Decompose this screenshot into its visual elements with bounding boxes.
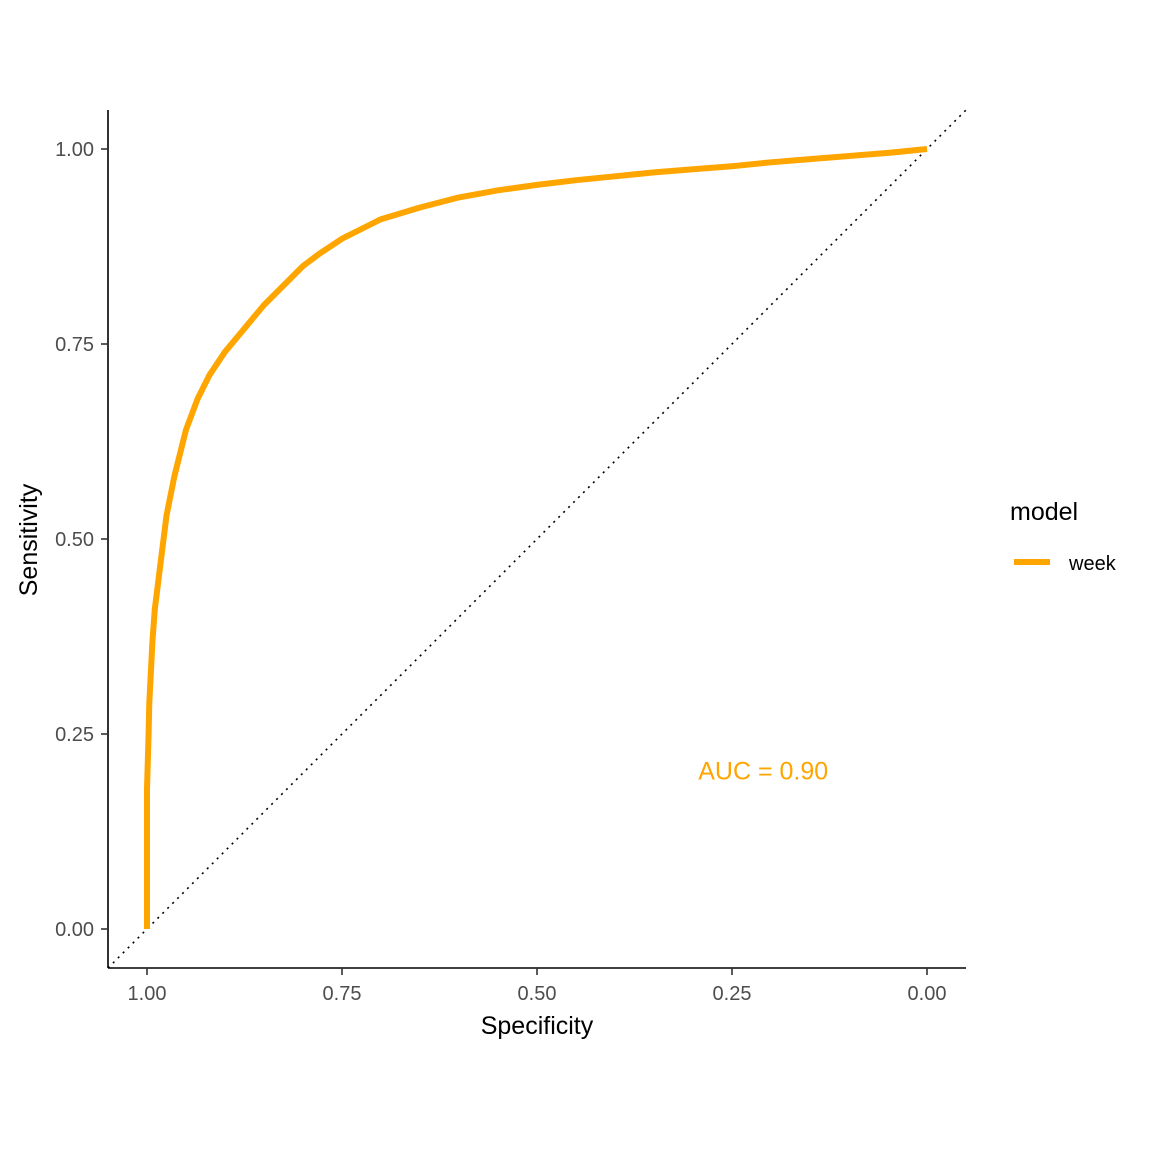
x-tick-label: 0.00	[908, 983, 947, 1005]
x-tick-label: 0.75	[323, 983, 362, 1005]
y-axis-title: Sensitivity	[15, 483, 43, 596]
y-tick-label: 0.50	[55, 529, 94, 551]
x-axis-title: Specificity	[481, 1012, 594, 1040]
reference-diagonal-line	[107, 109, 967, 969]
y-tick-label: 0.25	[55, 724, 94, 746]
legend: model week	[1010, 498, 1117, 575]
plot-area: AUC = 0.90	[107, 109, 967, 969]
x-tick-label: 1.00	[128, 983, 167, 1005]
y-axis-ticks: 0.00 0.25 0.50 0.75 1.00	[55, 139, 108, 941]
y-tick-label: 0.75	[55, 334, 94, 356]
x-tick-label: 0.50	[518, 983, 557, 1005]
series-line-week	[144, 146, 928, 929]
legend-label-week: week	[1068, 553, 1117, 575]
axes: 1.00 0.75 0.50 0.25 0.00 0.000.250.500.751.0…	[55, 110, 966, 1005]
x-axis-ticks: 1.00 0.75 0.50 0.25 0.00	[128, 968, 947, 1005]
x-tick-label: 0.25	[713, 983, 752, 1005]
auc-annotation: AUC = 0.90	[698, 758, 828, 786]
legend-title: model	[1010, 498, 1078, 526]
y-tick-label: 1.00	[55, 139, 94, 161]
y-tick-label: 0.00	[55, 919, 94, 941]
